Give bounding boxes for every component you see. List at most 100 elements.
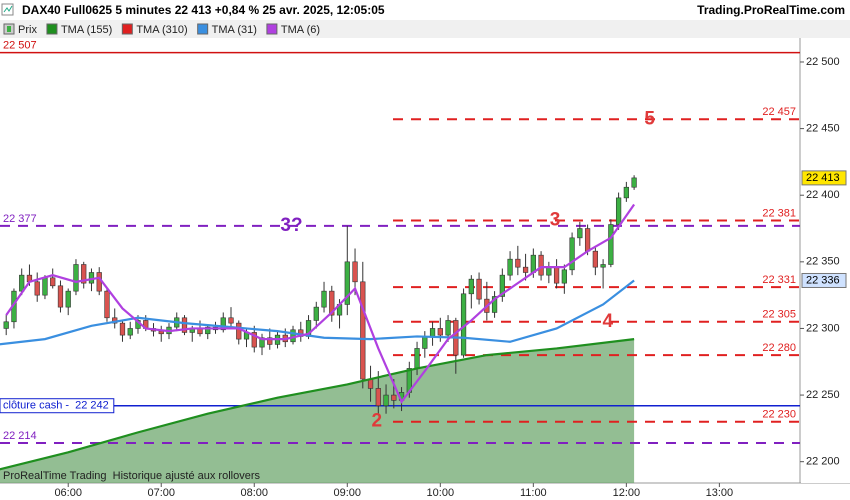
candle-body xyxy=(468,278,474,295)
right-axis-bg xyxy=(801,38,850,483)
candle-body xyxy=(515,258,521,268)
candle-body xyxy=(546,266,552,276)
candle-body xyxy=(127,328,133,336)
candle-body xyxy=(476,278,482,300)
candle-body xyxy=(391,394,397,401)
candle-body xyxy=(623,186,629,199)
y-tick-label: 22 200 xyxy=(806,456,840,468)
level-label-box xyxy=(0,398,115,414)
candle-body xyxy=(344,261,350,305)
candle-body xyxy=(600,264,606,268)
candle-body xyxy=(73,264,79,292)
header-source: Trading.ProRealTime.com xyxy=(697,3,845,17)
price-tag xyxy=(801,272,847,288)
level-label: 22 305 xyxy=(762,309,796,321)
candle-body xyxy=(104,290,110,319)
candle-body xyxy=(414,348,420,369)
candle-body xyxy=(329,290,335,316)
level-label: 22 214 xyxy=(3,430,37,442)
annotation: 3? xyxy=(280,215,302,236)
legend-label: TMA (31) xyxy=(212,24,257,36)
y-tick-label: 22 450 xyxy=(806,123,840,135)
x-tick-label: 11:00 xyxy=(520,487,547,499)
y-tick-label: 22 350 xyxy=(806,256,840,268)
candle-body xyxy=(290,329,296,343)
annotation: 2 xyxy=(371,411,382,432)
x-tick-label: 12:00 xyxy=(613,487,641,499)
candle-body xyxy=(569,237,575,271)
candle-body xyxy=(251,332,257,348)
annotation: 3 xyxy=(550,210,561,231)
annotation: 4 xyxy=(602,311,613,332)
candle-body xyxy=(181,317,188,333)
candle-body xyxy=(3,321,9,329)
price-tag-label: 22 413 xyxy=(806,172,840,184)
candle-body xyxy=(608,224,614,265)
candle-body xyxy=(42,277,48,296)
level-label: 22 280 xyxy=(762,342,796,354)
candle-body xyxy=(313,306,319,321)
candle-body xyxy=(119,322,126,336)
legend-label: Prix xyxy=(18,24,37,36)
candle-body xyxy=(65,290,71,308)
level-label: clôture cash - 22 242 xyxy=(3,400,109,412)
price-tag-label: 22 336 xyxy=(806,274,840,286)
candle-body xyxy=(538,254,544,276)
candle-body xyxy=(561,269,567,284)
level-label: 22 507 xyxy=(3,40,37,52)
level-label: 22 457 xyxy=(762,106,796,118)
candle-body xyxy=(592,250,598,268)
x-tick-label: 08:00 xyxy=(240,487,268,499)
indicator-line xyxy=(0,279,635,346)
candle-body xyxy=(352,261,358,283)
footer-note: ProRealTime Trading Historique ajusté au… xyxy=(3,470,260,482)
candle-body xyxy=(577,228,583,239)
level-label: 22 331 xyxy=(762,274,796,286)
candle-body xyxy=(321,290,327,308)
candle-body xyxy=(383,394,389,407)
legend-label: TMA (6) xyxy=(281,24,320,36)
y-tick-label: 22 400 xyxy=(806,189,840,201)
level-label: 22 230 xyxy=(762,409,796,421)
x-tick-label: 13:00 xyxy=(706,487,734,499)
header-bar xyxy=(0,0,850,20)
candle-body xyxy=(631,177,637,188)
candle-body xyxy=(57,285,64,308)
legend-bar xyxy=(0,20,850,38)
candle-body xyxy=(360,281,366,380)
candle-body xyxy=(236,322,242,340)
candle-body xyxy=(584,228,591,252)
candle-body xyxy=(50,277,56,287)
indicator-line xyxy=(0,338,635,471)
legend-label: TMA (155) xyxy=(61,24,112,36)
x-tick-label: 09:00 xyxy=(334,487,362,499)
legend-swatch xyxy=(46,23,58,35)
candle-body xyxy=(553,266,560,284)
x-tick-label: 10:00 xyxy=(427,487,455,499)
candle-body xyxy=(522,266,529,273)
area xyxy=(0,339,635,483)
candle-body xyxy=(259,337,265,348)
candle-body xyxy=(499,274,505,297)
x-tick-label: 07:00 xyxy=(147,487,175,499)
y-tick-label: 22 500 xyxy=(806,56,840,68)
candle-body xyxy=(437,328,443,336)
candle-body xyxy=(267,337,273,345)
legend-swatch xyxy=(266,23,278,35)
candle-body xyxy=(375,388,381,407)
candle-body xyxy=(491,296,498,313)
candle-body xyxy=(530,254,536,273)
header-title: DAX40 Full0625 5 minutes 22 413 +0,84 % … xyxy=(22,3,385,17)
candle-body xyxy=(228,317,234,324)
level-label: 22 381 xyxy=(762,207,796,219)
indicator-line xyxy=(5,203,636,404)
candle-body xyxy=(220,317,226,331)
header-icon-line xyxy=(3,5,13,13)
y-tick-label: 22 250 xyxy=(806,389,840,401)
legend-label: TMA (310) xyxy=(136,24,187,36)
annotation: 5 xyxy=(644,108,655,129)
candle-body xyxy=(445,320,451,336)
candle-body xyxy=(422,336,428,349)
